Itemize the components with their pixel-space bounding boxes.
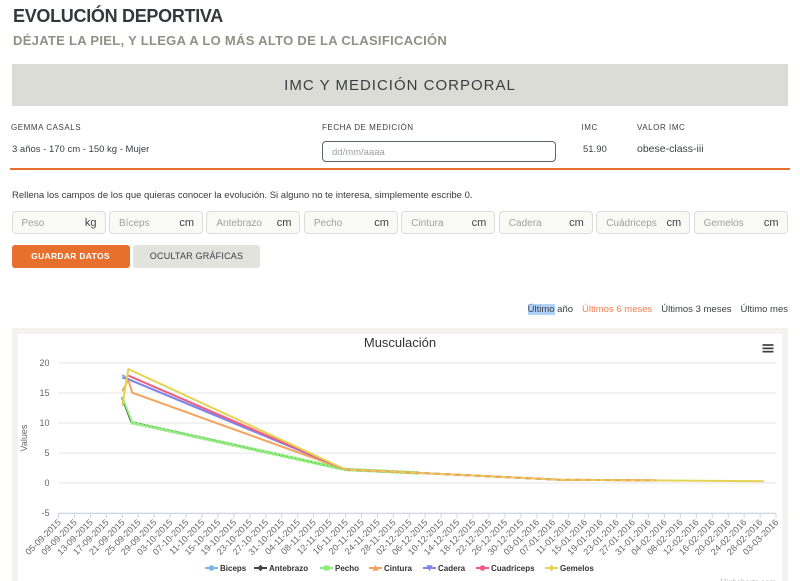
svg-text:0: 0 (44, 478, 49, 488)
svg-text:-5: -5 (41, 508, 49, 518)
svg-text:5: 5 (44, 448, 49, 458)
svg-text:Musculación: Musculación (364, 335, 436, 350)
svg-text:Values: Values (19, 424, 29, 451)
svg-text:20: 20 (39, 358, 49, 368)
svg-text:10: 10 (39, 418, 49, 428)
svg-text:Biceps: Biceps (220, 564, 247, 573)
svg-text:Antebrazo: Antebrazo (269, 564, 308, 573)
svg-text:Cuadriceps: Cuadriceps (491, 564, 535, 573)
svg-text:15: 15 (39, 388, 49, 398)
svg-text:Gemelos: Gemelos (560, 564, 594, 573)
svg-text:Cadera: Cadera (438, 564, 466, 573)
svg-text:Highcharts.com: Highcharts.com (720, 578, 776, 581)
svg-text:Pecho: Pecho (335, 564, 359, 573)
svg-text:Cintura: Cintura (384, 564, 413, 573)
